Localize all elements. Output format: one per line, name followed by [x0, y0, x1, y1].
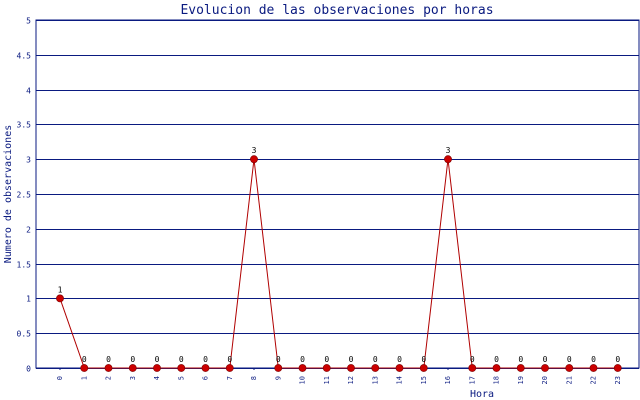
x-tick-mark — [253, 369, 255, 370]
data-point — [128, 364, 137, 372]
series-line-path — [59, 159, 618, 369]
y-tick-label: 2 — [26, 226, 31, 235]
y-tick-label: 3 — [26, 156, 31, 165]
data-label: 0 — [470, 355, 475, 364]
x-tick-label: 3 — [129, 376, 137, 380]
data-point — [468, 364, 477, 372]
y-tick-label: 4 — [26, 87, 31, 96]
y-tick-label: 5 — [26, 17, 31, 26]
y-tick-label: 4.5 — [17, 52, 32, 61]
data-label: 0 — [567, 355, 572, 364]
data-label: 0 — [179, 355, 184, 364]
data-label: 0 — [82, 355, 87, 364]
y-tick-label: 0 — [26, 365, 31, 374]
data-label: 3 — [446, 146, 451, 155]
data-label: 3 — [252, 146, 257, 155]
data-point — [56, 294, 64, 303]
data-label: 0 — [227, 355, 232, 364]
data-label: 0 — [615, 355, 620, 364]
x-tick-label: 10 — [299, 376, 307, 384]
y-tick-label: 2.5 — [17, 191, 32, 200]
x-tick-label: 22 — [590, 376, 598, 384]
y-axis-ticks: 0 0.5 1 1.5 2 2.5 3 3.5 4 4.5 5 — [17, 17, 32, 374]
x-tick-label: 0 — [56, 376, 64, 380]
data-label: 0 — [421, 355, 426, 364]
data-point — [80, 364, 89, 372]
data-labels: 1 0 0 0 0 0 0 0 3 0 0 0 0 0 0 0 3 0 0 0 0 0 0 0 — [58, 146, 621, 364]
data-label: 0 — [373, 355, 378, 364]
data-point — [492, 364, 501, 372]
series-markers — [56, 155, 622, 372]
data-point — [322, 364, 331, 372]
data-point — [589, 364, 598, 372]
x-tick-label: 8 — [250, 376, 258, 380]
data-point — [250, 155, 258, 164]
data-point — [371, 364, 380, 372]
data-point — [104, 364, 113, 372]
x-tick-label: 17 — [468, 376, 476, 384]
data-point — [153, 364, 161, 372]
data-point — [565, 364, 574, 372]
y-axis-label: Numero de observaciones — [3, 125, 14, 263]
series-line — [59, 159, 618, 369]
data-point — [541, 364, 549, 372]
y-tick-label: 3.5 — [17, 121, 32, 130]
x-tick-label: 6 — [202, 376, 210, 380]
data-label: 0 — [106, 355, 111, 364]
data-point — [298, 364, 307, 372]
data-point — [347, 364, 355, 372]
x-tick-label: 1 — [80, 376, 88, 380]
grid-lines — [35, 19, 640, 369]
y-tick-label: 1.5 — [17, 261, 32, 270]
data-label: 0 — [518, 355, 523, 364]
x-tick-label: 21 — [565, 376, 573, 384]
data-point — [395, 364, 404, 372]
x-tick-label: 23 — [614, 376, 622, 384]
x-tick-label: 12 — [347, 376, 355, 384]
data-label: 0 — [349, 355, 354, 364]
chart-title: Evolucion de las observaciones por horas — [180, 3, 493, 18]
data-point — [274, 364, 283, 372]
x-tick-label: 20 — [541, 376, 549, 384]
x-axis-label: Hora — [470, 389, 494, 400]
x-tick-label: 19 — [517, 376, 525, 384]
data-label: 1 — [58, 285, 63, 294]
y-tick-label: 0.5 — [17, 330, 32, 339]
data-label: 0 — [494, 355, 499, 364]
data-point — [516, 364, 525, 372]
data-label: 0 — [591, 355, 596, 364]
x-tick-label: 4 — [153, 376, 161, 380]
data-label: 0 — [203, 355, 208, 364]
data-label: 0 — [276, 355, 281, 364]
x-tick-label: 9 — [274, 376, 282, 380]
x-tick-label: 14 — [396, 376, 404, 384]
x-tick-label: 2 — [105, 376, 113, 380]
x-tick-mark — [447, 369, 449, 370]
x-tick-label: 13 — [371, 376, 379, 384]
data-point — [444, 155, 452, 164]
x-tick-label: 16 — [444, 376, 452, 384]
data-point — [177, 364, 186, 372]
data-label: 0 — [324, 355, 329, 364]
data-label: 0 — [543, 355, 548, 364]
x-tick-label: 5 — [177, 376, 185, 380]
data-label: 0 — [397, 355, 402, 364]
data-label: 0 — [130, 355, 135, 364]
x-tick-label: 15 — [420, 376, 428, 384]
data-label: 0 — [155, 355, 160, 364]
y-tick-label: 1 — [26, 295, 31, 304]
x-tick-mark — [59, 369, 61, 370]
x-tick-label: 11 — [323, 376, 331, 384]
x-tick-label: 7 — [226, 376, 234, 380]
data-point — [225, 364, 234, 372]
data-point — [201, 364, 210, 372]
x-axis-ticks: 0 1 2 3 4 5 6 7 8 9 10 11 12 13 14 15 16 17 18 19 20 21 22 23 — [56, 369, 622, 384]
data-label: 0 — [300, 355, 305, 364]
data-point — [613, 364, 622, 372]
x-tick-label: 18 — [493, 376, 501, 384]
data-point — [419, 364, 428, 372]
